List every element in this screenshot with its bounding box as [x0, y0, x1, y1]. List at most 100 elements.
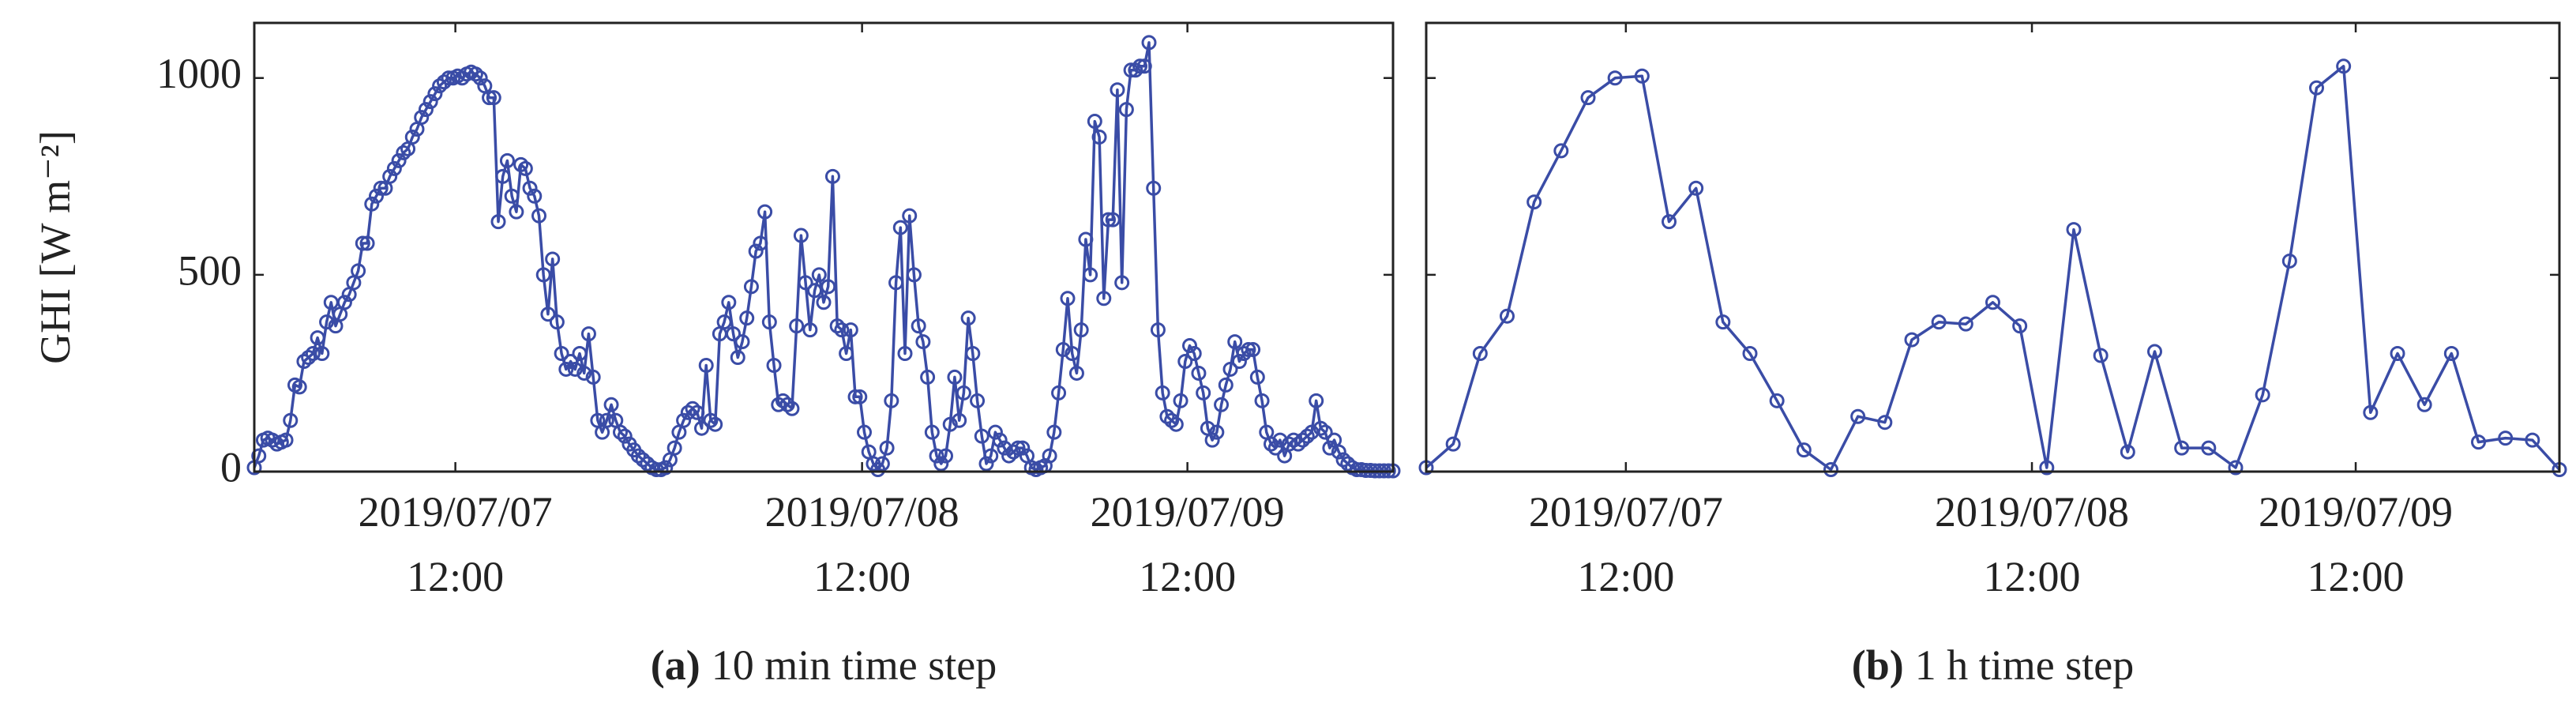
data-point [486, 90, 501, 106]
data-point [391, 152, 407, 168]
data-point [1662, 214, 1677, 230]
series-line [1425, 65, 2561, 472]
data-point [531, 208, 546, 224]
x-tick-label: 2019/07/09 12:00 [1091, 488, 1285, 600]
data-point [1958, 316, 1973, 332]
data-point [396, 145, 411, 160]
data-point [535, 267, 551, 283]
data-point [540, 306, 556, 322]
data-point [1241, 342, 1256, 358]
data-point [1118, 102, 1134, 118]
data-point [1249, 369, 1265, 385]
data-point [1236, 346, 1252, 362]
data-point [915, 334, 931, 350]
data-point [2174, 440, 2190, 456]
data-point [2498, 431, 2514, 446]
data-point [1055, 342, 1071, 358]
data-point [1290, 436, 1306, 452]
data-point [924, 424, 940, 440]
data-point [1500, 308, 1515, 324]
data-point [779, 397, 795, 412]
y-tick-label: 500 [178, 246, 242, 294]
data-point [1769, 393, 1785, 408]
data-point [884, 393, 899, 408]
data-point [522, 180, 538, 196]
data-point [572, 346, 588, 362]
data-point [1177, 353, 1193, 369]
data-point [1204, 432, 1220, 448]
data-point [1553, 143, 1569, 159]
y-axis-label: GHI [W m⁻²] [32, 130, 79, 364]
data-point [1087, 114, 1102, 130]
data-point [2147, 344, 2162, 359]
data-point [513, 156, 529, 172]
data-point [902, 208, 918, 224]
plot-frame [1425, 21, 2561, 473]
data-point [545, 251, 561, 267]
data-point [1128, 62, 1143, 78]
data-point [527, 188, 543, 204]
data-point [418, 102, 434, 118]
data-point [1146, 180, 1162, 196]
data-point [283, 412, 299, 428]
x-tick-label: 2019/07/08 12:00 [765, 488, 959, 600]
data-point [495, 168, 511, 184]
data-point [879, 440, 895, 456]
data-point [2471, 434, 2486, 450]
data-point [1796, 442, 1812, 458]
data-point [906, 267, 922, 283]
data-point [843, 322, 858, 338]
data-point [839, 346, 854, 362]
data-point [1015, 440, 1031, 456]
data-point [1078, 231, 1094, 247]
data-point [2309, 80, 2324, 96]
data-point [834, 322, 850, 338]
x-tick-label: 2019/07/07 12:00 [1529, 488, 1723, 600]
data-point [563, 353, 579, 369]
data-point [499, 152, 515, 168]
data-point [648, 462, 664, 478]
data-point [567, 361, 583, 377]
data-point [351, 263, 366, 279]
data-point [703, 412, 719, 428]
data-point [490, 214, 506, 230]
data-point [1114, 275, 1130, 291]
data-point [1060, 291, 1076, 306]
data-point [386, 160, 402, 176]
data-point [743, 279, 759, 295]
data-point [558, 361, 574, 377]
data-point [1105, 212, 1121, 228]
data-point [1110, 82, 1125, 98]
data-point [517, 160, 533, 176]
data-point [468, 66, 483, 82]
data-point [251, 448, 267, 464]
data-point [291, 379, 307, 395]
data-point [829, 318, 845, 334]
data-point [278, 432, 294, 448]
data-point [658, 460, 674, 476]
data-point [1042, 448, 1057, 464]
data-point [1231, 353, 1247, 369]
data-point [1688, 180, 1704, 196]
data-point [1196, 385, 1211, 401]
data-point [373, 180, 389, 196]
data-point [1123, 62, 1139, 78]
data-point [952, 412, 967, 428]
data-point [1850, 408, 1866, 424]
data-point [2390, 346, 2405, 362]
data-point [2363, 404, 2379, 420]
data-point [757, 204, 773, 220]
data-point [820, 279, 836, 295]
data-point [1472, 346, 1488, 362]
data-point [1182, 338, 1197, 354]
data-point [1580, 90, 1596, 106]
data-point [726, 326, 742, 342]
x-tick-label: 2019/07/07 12:00 [359, 488, 553, 600]
data-point [630, 448, 646, 464]
data-point [730, 350, 745, 366]
data-point [1254, 393, 1270, 408]
data-point [1091, 129, 1107, 145]
data-point [1295, 432, 1311, 448]
data-point [847, 389, 863, 404]
